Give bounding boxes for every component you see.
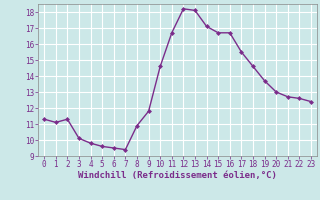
- X-axis label: Windchill (Refroidissement éolien,°C): Windchill (Refroidissement éolien,°C): [78, 171, 277, 180]
